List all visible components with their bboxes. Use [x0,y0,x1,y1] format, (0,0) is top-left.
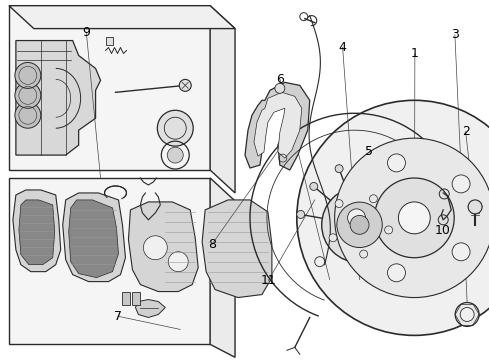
Circle shape [360,250,368,258]
Polygon shape [69,200,119,278]
Polygon shape [63,193,125,282]
Polygon shape [210,6,235,193]
Circle shape [388,264,405,282]
Text: 1: 1 [411,47,419,60]
Circle shape [157,110,193,146]
Circle shape [388,154,405,172]
Circle shape [385,226,392,234]
Circle shape [275,84,285,93]
Circle shape [144,236,167,260]
Circle shape [329,234,337,242]
Circle shape [15,82,41,108]
Text: 10: 10 [435,224,451,237]
Circle shape [310,183,318,190]
Text: 2: 2 [462,125,469,138]
Polygon shape [210,178,235,357]
Circle shape [335,165,343,173]
Polygon shape [122,292,130,305]
Polygon shape [13,190,61,272]
Circle shape [335,138,490,298]
Circle shape [452,175,470,193]
Circle shape [374,178,454,258]
Circle shape [179,80,191,91]
Circle shape [398,202,430,234]
Polygon shape [9,6,235,28]
Circle shape [335,199,343,208]
Polygon shape [19,200,55,265]
Circle shape [452,243,470,261]
Text: 5: 5 [366,145,373,158]
Circle shape [297,100,490,336]
Text: 8: 8 [208,238,216,251]
Text: 6: 6 [276,73,284,86]
Polygon shape [105,37,113,45]
Polygon shape [128,202,198,292]
Polygon shape [245,82,310,170]
Circle shape [322,187,397,263]
Circle shape [369,195,377,203]
Text: 4: 4 [339,41,346,54]
Circle shape [468,200,482,214]
Circle shape [347,209,366,227]
Polygon shape [9,6,210,170]
Polygon shape [254,92,302,158]
Text: 11: 11 [261,274,276,287]
Circle shape [297,211,305,219]
Circle shape [350,215,369,234]
Circle shape [15,102,41,128]
Text: 3: 3 [451,28,459,41]
Circle shape [337,202,382,248]
Polygon shape [135,300,165,318]
Polygon shape [202,200,272,298]
Circle shape [168,252,188,272]
Circle shape [15,62,41,88]
Circle shape [167,147,183,163]
Circle shape [460,307,474,321]
Text: 7: 7 [114,310,122,323]
Circle shape [455,302,479,327]
Polygon shape [16,41,100,155]
Text: 9: 9 [82,27,90,40]
Polygon shape [132,292,141,305]
Polygon shape [9,178,210,345]
